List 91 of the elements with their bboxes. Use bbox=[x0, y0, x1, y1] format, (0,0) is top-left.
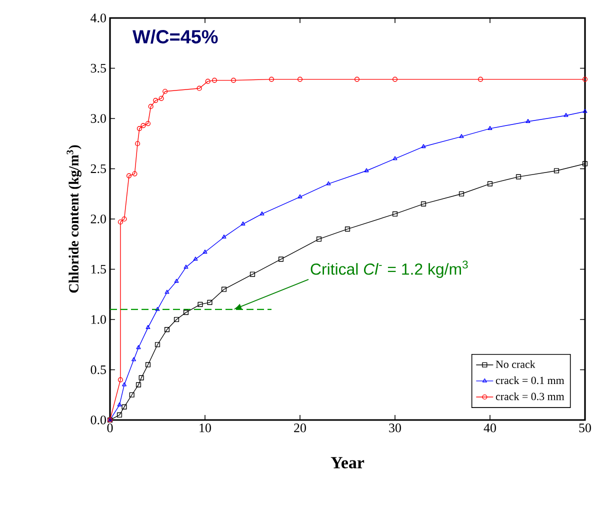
y-tick-label: 3.5 bbox=[90, 64, 106, 73]
y-tick-label: 4.0 bbox=[90, 14, 106, 22]
x-axis-title: Year bbox=[330, 457, 364, 468]
point bbox=[344, 226, 350, 232]
point bbox=[268, 76, 274, 82]
point bbox=[278, 256, 284, 262]
point bbox=[212, 78, 218, 83]
point bbox=[174, 278, 179, 283]
legend-label: crack = 0.3 mm bbox=[496, 392, 564, 400]
point bbox=[459, 134, 464, 138]
point bbox=[155, 306, 160, 311]
point bbox=[222, 234, 226, 239]
point bbox=[184, 264, 188, 269]
point bbox=[298, 194, 302, 198]
x-tick-label: 30 bbox=[389, 424, 401, 432]
point bbox=[126, 173, 132, 178]
point bbox=[221, 286, 227, 292]
point bbox=[146, 325, 150, 329]
point bbox=[118, 377, 123, 382]
point bbox=[240, 221, 246, 226]
y-tick-label: 3.0 bbox=[90, 114, 106, 123]
point bbox=[122, 404, 127, 410]
point bbox=[164, 327, 170, 332]
point bbox=[145, 362, 151, 368]
point bbox=[153, 98, 158, 103]
point bbox=[116, 412, 122, 418]
legend-label: crack = 0.1 mm bbox=[496, 376, 564, 384]
point bbox=[326, 181, 331, 186]
point bbox=[207, 300, 212, 305]
y-tick-label: 1.5 bbox=[91, 264, 106, 274]
point bbox=[260, 211, 264, 216]
point bbox=[202, 250, 208, 254]
y-tick-label: 2.5 bbox=[90, 164, 106, 174]
y-tick-label: 1.0 bbox=[91, 315, 106, 324]
x-tick-label: 20 bbox=[294, 424, 306, 432]
point bbox=[148, 104, 154, 109]
point bbox=[516, 174, 522, 180]
point bbox=[122, 382, 126, 386]
point bbox=[582, 161, 588, 166]
point bbox=[136, 382, 142, 388]
point bbox=[183, 310, 189, 316]
point bbox=[135, 141, 140, 146]
point bbox=[138, 375, 144, 380]
point bbox=[162, 88, 168, 94]
x-tick-label: 0 bbox=[107, 424, 113, 432]
x-tick-label: 50 bbox=[579, 424, 591, 432]
point bbox=[421, 144, 426, 148]
point bbox=[354, 76, 360, 82]
point bbox=[564, 112, 568, 117]
legend-label: No crack bbox=[496, 360, 536, 368]
point bbox=[174, 316, 180, 322]
point bbox=[526, 118, 530, 123]
point bbox=[392, 76, 398, 82]
point bbox=[196, 86, 202, 91]
point bbox=[145, 120, 151, 126]
point bbox=[193, 256, 198, 261]
point bbox=[164, 290, 170, 294]
x-tick-label: 40 bbox=[484, 424, 496, 432]
y-tick-label: 2.0 bbox=[90, 214, 106, 224]
point bbox=[392, 211, 398, 217]
point bbox=[154, 342, 160, 348]
point bbox=[478, 76, 484, 82]
annotation: Critical Cl$^{-}$ = 1.2 kg/m$^{3}$ bbox=[310, 260, 468, 278]
point bbox=[117, 402, 122, 406]
annotation: W/C=45% bbox=[132, 30, 218, 44]
point bbox=[205, 78, 210, 84]
point bbox=[198, 302, 203, 307]
point bbox=[122, 216, 127, 222]
point bbox=[132, 171, 138, 176]
point bbox=[129, 392, 134, 398]
point bbox=[554, 168, 560, 174]
point bbox=[458, 191, 464, 196]
point bbox=[132, 357, 136, 362]
point bbox=[488, 126, 492, 130]
point bbox=[140, 122, 146, 128]
y-axis-title: Chloride content (kg/m$^{3}$) bbox=[66, 145, 82, 293]
point bbox=[297, 76, 303, 82]
point bbox=[364, 168, 369, 172]
point bbox=[392, 156, 398, 160]
x-tick-label: 10 bbox=[200, 424, 211, 432]
point bbox=[118, 219, 123, 225]
point bbox=[420, 201, 426, 206]
point bbox=[316, 236, 322, 242]
y-tick-label: 0.0 bbox=[90, 416, 106, 424]
point bbox=[487, 181, 493, 186]
point bbox=[158, 96, 164, 101]
point bbox=[250, 272, 256, 277]
point bbox=[230, 78, 236, 83]
point bbox=[136, 126, 142, 132]
point bbox=[136, 345, 141, 350]
y-tick-label: 0.5 bbox=[90, 365, 106, 374]
